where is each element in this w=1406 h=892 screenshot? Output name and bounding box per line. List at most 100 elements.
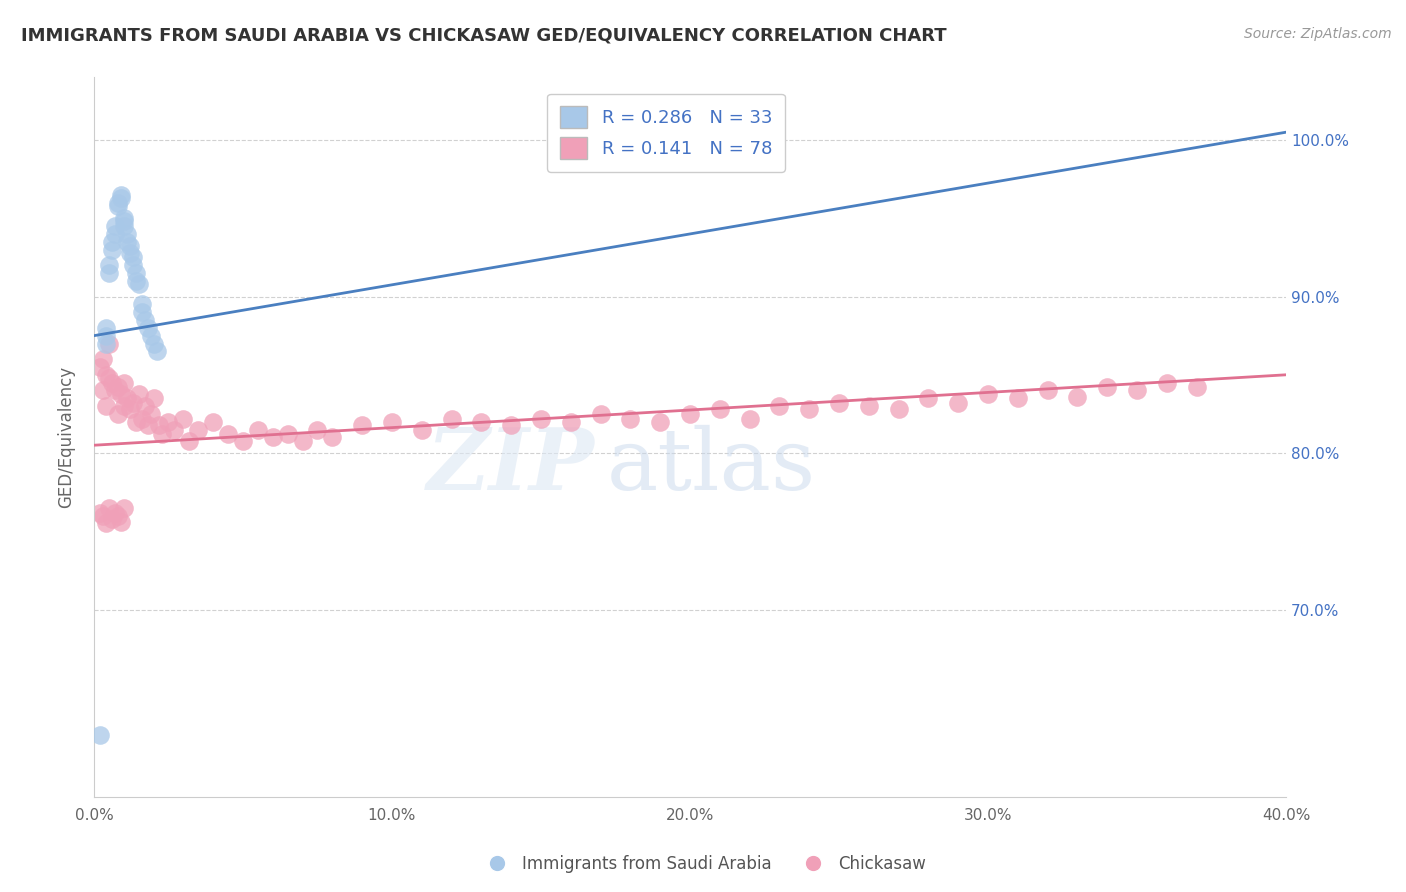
Point [131,305,153,319]
Point [89,359,111,374]
Point [104,227,127,241]
Point [321,430,343,444]
Point [172,411,194,425]
Point [104,384,127,398]
Point [157,415,180,429]
Point [917,391,939,405]
Point [858,399,880,413]
Point [501,417,523,432]
Point [589,407,612,421]
Point [107,195,129,210]
Point [121,258,143,272]
Point [94,516,117,531]
Point [110,191,132,205]
Point [107,508,129,523]
Text: Source: ZipAtlas.com: Source: ZipAtlas.com [1244,27,1392,41]
Point [97,500,120,515]
Point [179,434,201,448]
Point [187,423,209,437]
Point [101,376,124,390]
Point [118,239,141,253]
Point [94,399,117,413]
Point [828,396,851,410]
Point [94,368,117,382]
Point [142,391,165,405]
Point [139,407,162,421]
Point [440,411,463,425]
Point [112,211,135,226]
Point [115,235,138,249]
Point [136,321,159,335]
Point [1185,380,1208,394]
Point [89,506,111,520]
Point [142,336,165,351]
Point [94,336,117,351]
Legend: R = 0.286   N = 33, R = 0.141   N = 78: R = 0.286 N = 33, R = 0.141 N = 78 [547,94,785,172]
Point [619,411,641,425]
Point [104,506,127,520]
Point [163,423,186,437]
Point [887,402,910,417]
Point [97,371,120,385]
Point [110,386,132,401]
Point [411,423,433,437]
Point [246,423,269,437]
Point [110,187,132,202]
Point [112,399,135,413]
Point [946,396,969,410]
Point [91,352,114,367]
Point [91,508,114,523]
Point [118,245,141,260]
Point [679,407,702,421]
Point [797,402,820,417]
Point [124,274,146,288]
Point [94,321,117,335]
Point [148,417,170,432]
Point [128,277,150,291]
Point [110,515,132,529]
Point [91,384,114,398]
Point [1095,380,1118,394]
Point [89,728,111,742]
Point [1156,376,1178,390]
Text: ZIP: ZIP [426,425,595,508]
Point [112,376,135,390]
Point [202,415,225,429]
Point [470,415,492,429]
Point [115,227,138,241]
Point [112,219,135,233]
Point [97,258,120,272]
Point [262,430,284,444]
Y-axis label: GED/Equivalency: GED/Equivalency [58,367,75,508]
Point [139,328,162,343]
Point [115,391,138,405]
Legend: Immigrants from Saudi Arabia, Chickasaw: Immigrants from Saudi Arabia, Chickasaw [474,848,932,880]
Point [768,399,790,413]
Point [1007,391,1029,405]
Point [1126,384,1149,398]
Point [381,415,404,429]
Point [352,417,374,432]
Point [217,427,239,442]
Point [94,328,117,343]
Point [232,434,254,448]
Point [97,336,120,351]
Point [107,380,129,394]
Point [134,399,156,413]
Point [709,402,731,417]
Point [121,396,143,410]
Point [738,411,761,425]
Point [136,417,159,432]
Point [145,344,167,359]
Point [1036,384,1059,398]
Point [104,219,127,233]
Point [124,415,146,429]
Point [112,214,135,228]
Point [152,427,174,442]
Point [107,199,129,213]
Point [107,407,129,421]
Text: atlas: atlas [606,425,815,508]
Point [291,434,314,448]
Point [128,386,150,401]
Point [124,266,146,280]
